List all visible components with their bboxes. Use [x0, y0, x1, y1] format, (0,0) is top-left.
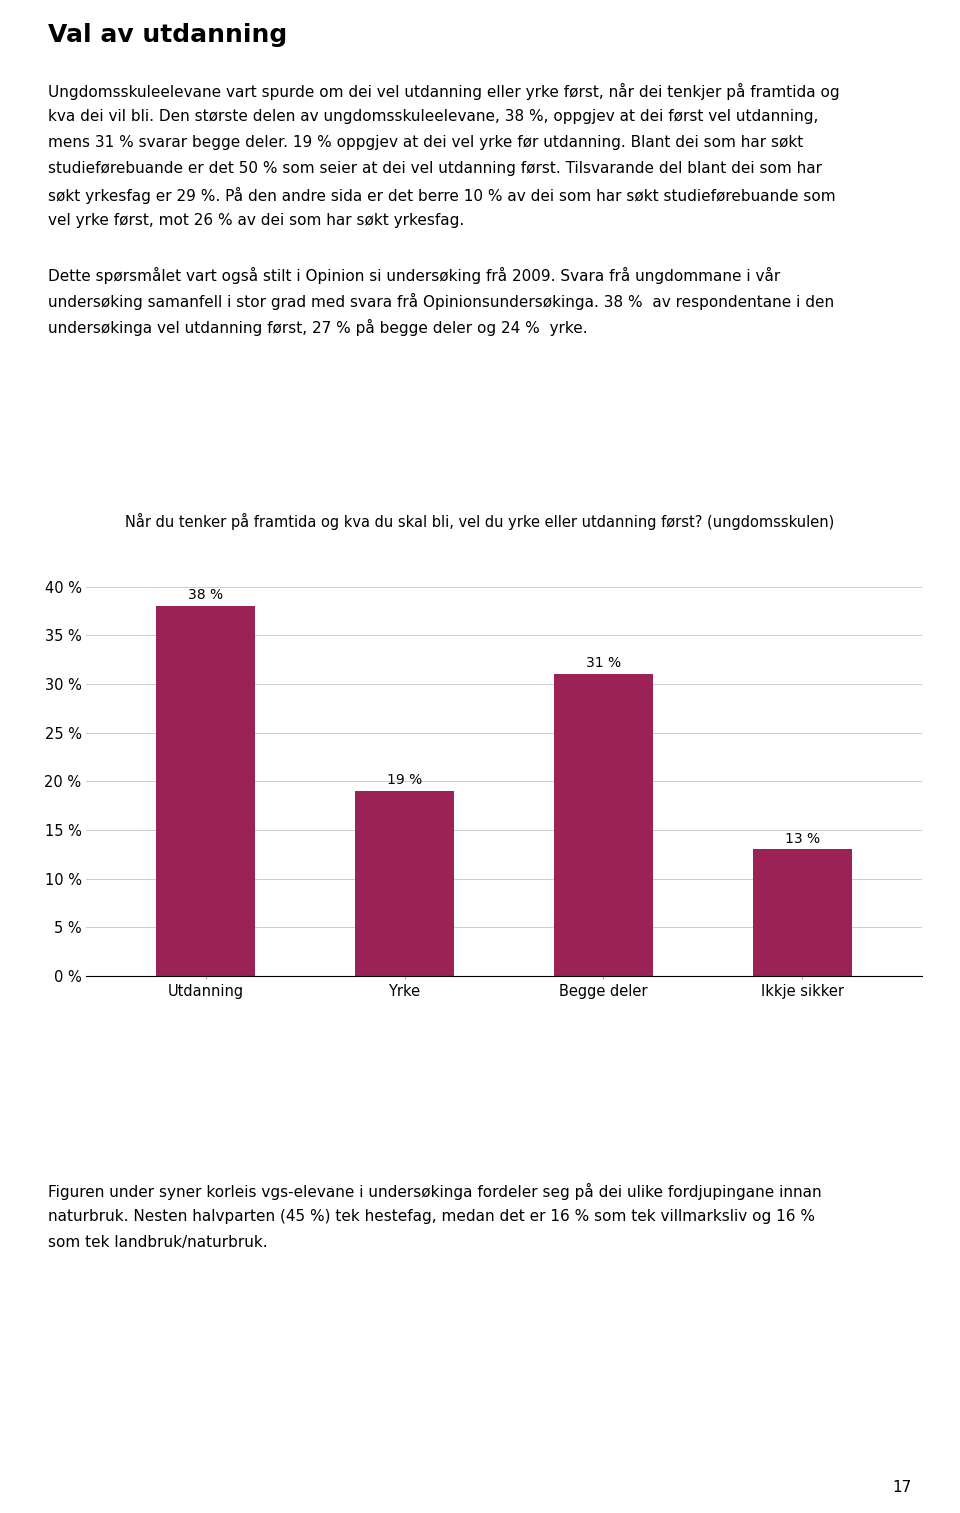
Text: 17: 17	[893, 1480, 912, 1495]
Bar	[355, 791, 454, 976]
Text: Figuren under syner korleis vgs-elevane i undersøkinga fordeler seg på dei ulike: Figuren under syner korleis vgs-elevane …	[48, 1183, 822, 1200]
Text: naturbruk. Nesten halvparten (45 %) tek hestefag, medan det er 16 % som tek vill: naturbruk. Nesten halvparten (45 %) tek …	[48, 1209, 815, 1224]
Text: studieførebuande er det 50 % som seier at dei vel utdanning først. Tilsvarande d: studieførebuande er det 50 % som seier a…	[48, 160, 822, 176]
Text: kva dei vil bli. Den største delen av ungdomsskuleelevane, 38 %, oppgjev at dei : kva dei vil bli. Den største delen av un…	[48, 109, 818, 124]
Text: 31 %: 31 %	[586, 657, 621, 670]
Text: 38 %: 38 %	[188, 589, 224, 602]
Text: undersøkinga vel utdanning først, 27 % på begge deler og 24 %  yrke.: undersøkinga vel utdanning først, 27 % p…	[48, 319, 588, 336]
Text: 13 %: 13 %	[784, 832, 820, 846]
Text: som tek landbruk/naturbruk.: som tek landbruk/naturbruk.	[48, 1235, 268, 1250]
Text: Val av utdanning: Val av utdanning	[48, 23, 287, 47]
Bar	[554, 675, 653, 976]
Bar	[753, 849, 852, 976]
Text: undersøking samanfell i stor grad med svara frå Opinionsundersøkinga. 38 %  av r: undersøking samanfell i stor grad med sv…	[48, 294, 834, 310]
Bar	[156, 607, 255, 976]
Text: 19 %: 19 %	[387, 773, 422, 787]
Text: mens 31 % svarar begge deler. 19 % oppgjev at dei vel yrke før utdanning. Blant : mens 31 % svarar begge deler. 19 % oppgj…	[48, 135, 804, 150]
Text: søkt yrkesfag er 29 %. På den andre sida er det berre 10 % av dei som har søkt s: søkt yrkesfag er 29 %. På den andre sida…	[48, 188, 835, 204]
Text: vel yrke først, mot 26 % av dei som har søkt yrkesfag.: vel yrke først, mot 26 % av dei som har …	[48, 213, 465, 228]
Text: Ungdomsskuleelevane vart spurde om dei vel utdanning eller yrke først, når dei t: Ungdomsskuleelevane vart spurde om dei v…	[48, 83, 840, 100]
Text: Dette spørsmålet vart også stilt i Opinion si undersøking frå 2009. Svara frå un: Dette spørsmålet vart også stilt i Opini…	[48, 266, 780, 284]
Text: Når du tenker på framtida og kva du skal bli, vel du yrke eller utdanning først?: Når du tenker på framtida og kva du skal…	[126, 513, 834, 530]
